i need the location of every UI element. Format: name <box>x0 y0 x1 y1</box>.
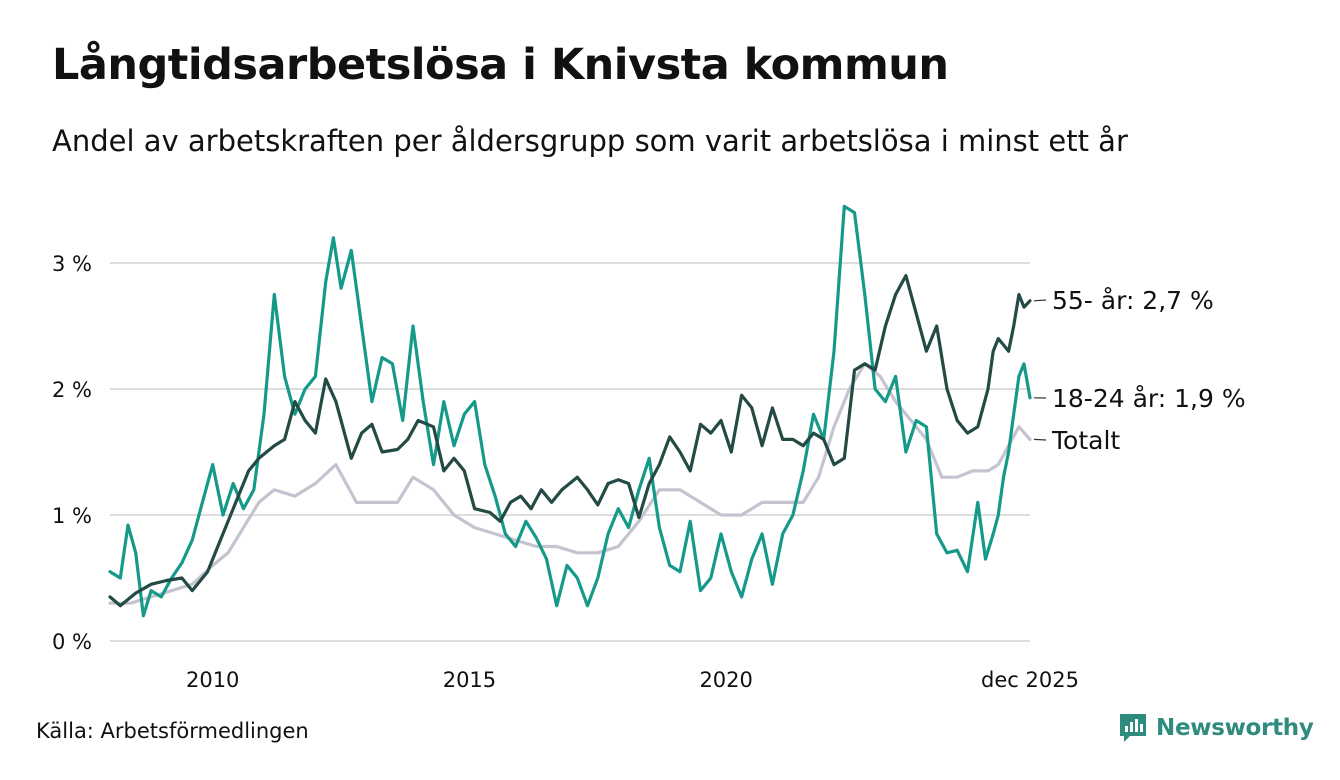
series-end-label: 55- år: 2,7 % <box>1052 286 1214 315</box>
newsworthy-logo[interactable]: Newsworthy <box>1118 712 1314 744</box>
x-tick-label: 2020 <box>699 668 752 692</box>
x-tick-label: dec 2025 <box>981 668 1079 692</box>
series-end-label: 18-24 år: 1,9 % <box>1052 384 1246 413</box>
y-tick-label: 2 % <box>52 378 92 402</box>
x-tick-label: 2010 <box>186 668 239 692</box>
source-note: Källa: Arbetsförmedlingen <box>36 719 309 743</box>
series-end-labels: 55- år: 2,7 % 18-24 år: 1,9 % Totalt <box>1033 286 1246 455</box>
series-line-55-r <box>108 274 1032 608</box>
newsworthy-logo-text: Newsworthy <box>1156 715 1314 741</box>
label-leader <box>1033 299 1047 302</box>
label-leader <box>1033 438 1047 441</box>
series-lines <box>108 204 1032 618</box>
x-axis-ticks: 2010 2015 2020 dec 2025 <box>186 668 1079 692</box>
y-tick-label: 1 % <box>52 504 92 528</box>
newsworthy-logo-icon <box>1120 714 1146 742</box>
series-line-18-24-r <box>108 204 1032 618</box>
x-tick-label: 2015 <box>443 668 496 692</box>
y-tick-label: 0 % <box>52 630 92 654</box>
series-line-totalt <box>108 362 1032 605</box>
series-end-label: Totalt <box>1051 426 1120 455</box>
chart-title: Långtidsarbetslösa i Knivsta kommun <box>52 40 949 90</box>
y-axis-ticks: 0 % 1 % 2 % 3 % <box>52 252 92 654</box>
chart-subtitle: Andel av arbetskraften per åldersgrupp s… <box>52 124 1128 158</box>
y-tick-label: 3 % <box>52 252 92 276</box>
grid-lines <box>110 262 1030 642</box>
